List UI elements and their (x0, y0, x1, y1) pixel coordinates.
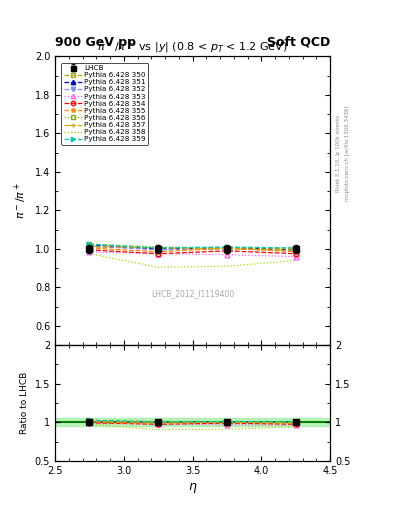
Pythia 6.428 352 (294, 248, 298, 254)
Pythia 6.428 350 (225, 245, 230, 251)
Pythia 6.428 358 (156, 264, 161, 270)
Text: mcplots.cern.ch [arXiv:1306.3436]: mcplots.cern.ch [arXiv:1306.3436] (345, 106, 350, 201)
Pythia 6.428 355 (294, 249, 298, 255)
Y-axis label: Ratio to LHCB: Ratio to LHCB (20, 372, 29, 434)
Pythia 6.428 351 (87, 242, 92, 248)
Line: Pythia 6.428 358: Pythia 6.428 358 (90, 254, 296, 267)
Legend: LHCB, Pythia 6.428 350, Pythia 6.428 351, Pythia 6.428 352, Pythia 6.428 353, Py: LHCB, Pythia 6.428 350, Pythia 6.428 351… (61, 63, 148, 144)
Line: Pythia 6.428 356: Pythia 6.428 356 (87, 242, 298, 251)
Pythia 6.428 354 (156, 251, 161, 257)
Pythia 6.428 357 (156, 245, 161, 251)
Pythia 6.428 353 (294, 253, 298, 260)
Line: Pythia 6.428 353: Pythia 6.428 353 (87, 249, 298, 259)
Pythia 6.428 354 (294, 251, 298, 257)
Pythia 6.428 358 (87, 251, 92, 257)
Pythia 6.428 352 (87, 243, 92, 249)
Pythia 6.428 355 (225, 245, 230, 251)
Pythia 6.428 350 (294, 245, 298, 251)
Pythia 6.428 351 (225, 245, 230, 251)
Pythia 6.428 355 (156, 249, 161, 255)
Pythia 6.428 357 (87, 243, 92, 249)
Line: Pythia 6.428 351: Pythia 6.428 351 (87, 243, 298, 252)
Pythia 6.428 359 (294, 245, 298, 251)
Pythia 6.428 358 (225, 263, 230, 269)
Bar (55, 418, 330, 426)
Pythia 6.428 352 (225, 246, 230, 252)
Line: Pythia 6.428 354: Pythia 6.428 354 (87, 247, 298, 256)
Text: Soft QCD: Soft QCD (267, 36, 330, 49)
Pythia 6.428 359 (156, 245, 161, 251)
Line: Pythia 6.428 352: Pythia 6.428 352 (87, 244, 298, 253)
Pythia 6.428 356 (156, 244, 161, 250)
Pythia 6.428 350 (87, 244, 92, 250)
Pythia 6.428 351 (156, 246, 161, 252)
Pythia 6.428 356 (87, 241, 92, 247)
Pythia 6.428 357 (294, 247, 298, 253)
Title: $\pi^-/\pi^+$ vs $|y|$ (0.8 < $p_T$ < 1.2 GeV): $\pi^-/\pi^+$ vs $|y|$ (0.8 < $p_T$ < 1.… (97, 39, 288, 56)
X-axis label: $\eta$: $\eta$ (188, 481, 197, 495)
Line: Pythia 6.428 359: Pythia 6.428 359 (87, 242, 298, 250)
Text: LHCB_2012_I1119400: LHCB_2012_I1119400 (151, 289, 234, 298)
Pythia 6.428 355 (87, 245, 92, 251)
Line: Pythia 6.428 350: Pythia 6.428 350 (87, 245, 298, 251)
Text: Rivet 3.1.10, ≥ 100k events: Rivet 3.1.10, ≥ 100k events (336, 115, 341, 192)
Text: 900 GeV pp: 900 GeV pp (55, 36, 136, 49)
Pythia 6.428 350 (156, 245, 161, 251)
Pythia 6.428 352 (156, 247, 161, 253)
Pythia 6.428 359 (87, 241, 92, 247)
Line: Pythia 6.428 355: Pythia 6.428 355 (87, 246, 298, 254)
Pythia 6.428 356 (225, 245, 230, 251)
Pythia 6.428 351 (294, 247, 298, 253)
Pythia 6.428 353 (225, 251, 230, 258)
Line: Pythia 6.428 357: Pythia 6.428 357 (87, 244, 298, 252)
Pythia 6.428 358 (294, 258, 298, 264)
Pythia 6.428 359 (225, 244, 230, 250)
Y-axis label: $\pi^-/\pi^+$: $\pi^-/\pi^+$ (13, 182, 29, 219)
Pythia 6.428 357 (225, 246, 230, 252)
Pythia 6.428 353 (87, 249, 92, 255)
Pythia 6.428 356 (294, 246, 298, 252)
Pythia 6.428 354 (225, 248, 230, 254)
Pythia 6.428 353 (156, 251, 161, 257)
Pythia 6.428 354 (87, 247, 92, 253)
